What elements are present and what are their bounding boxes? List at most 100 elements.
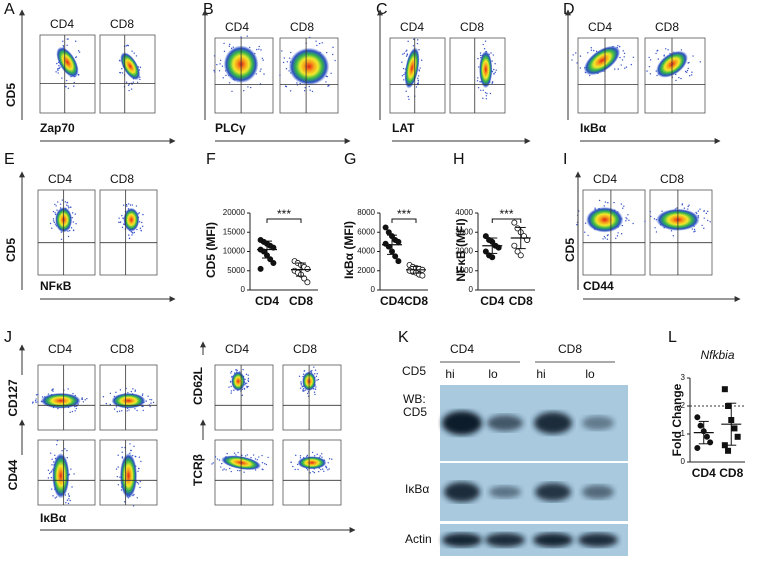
flow-event: [117, 484, 120, 486]
flow-event: [127, 44, 129, 47]
flow-event: [75, 56, 78, 58]
y-tick-label: 5000: [227, 266, 245, 275]
flow-event: [74, 40, 77, 42]
flow-event: [415, 86, 418, 88]
flow-event: [57, 201, 59, 203]
flow-event: [246, 35, 249, 37]
flow-density: [479, 50, 493, 89]
flow-event: [412, 45, 415, 47]
flow-event: [676, 207, 678, 209]
flow-event: [697, 210, 700, 212]
blot-band: [582, 416, 614, 430]
flow-event: [247, 380, 250, 383]
flow-event: [35, 401, 37, 403]
flow-event: [61, 450, 63, 452]
flow-event: [680, 49, 683, 51]
flow-event: [478, 66, 480, 68]
flow-event: [247, 385, 249, 388]
flow-event: [136, 497, 138, 499]
flow-event: [316, 379, 318, 381]
column-label: CD8: [110, 342, 134, 356]
flow-event: [317, 378, 320, 381]
flow-event: [587, 234, 589, 237]
flow-event: [230, 372, 232, 374]
flow-event: [691, 71, 693, 73]
flow-event: [493, 73, 495, 75]
blot-band: [485, 533, 525, 547]
flow-event: [321, 453, 323, 455]
panel-letter: J: [4, 329, 12, 346]
flow-event: [50, 470, 53, 472]
flow-event: [221, 462, 223, 465]
flow-event: [54, 454, 56, 457]
flow-event: [296, 82, 298, 84]
data-point: [734, 433, 741, 440]
flow-event: [213, 71, 216, 73]
flow-event: [616, 235, 619, 237]
flow-event: [285, 68, 288, 70]
flow-event: [494, 62, 496, 65]
flow-event: [325, 465, 327, 468]
data-point: [725, 402, 732, 409]
flow-event: [649, 59, 652, 61]
flow-event: [125, 45, 127, 47]
column-label: CD8: [660, 172, 684, 186]
data-point: [511, 242, 518, 249]
flow-event: [75, 223, 77, 225]
flow-event: [67, 235, 70, 238]
flow-event: [323, 470, 325, 473]
blot-label-line: CD5: [403, 405, 427, 419]
flow-event: [136, 228, 138, 231]
flow-event: [687, 67, 689, 70]
flow-event: [139, 78, 141, 81]
flow-event: [67, 502, 70, 505]
flow-event: [665, 48, 667, 50]
data-point: [419, 272, 426, 279]
flow-event: [141, 394, 144, 397]
flow-event: [47, 469, 50, 472]
flow-event: [74, 213, 76, 215]
flow-density: [586, 207, 624, 233]
flow-event: [289, 90, 292, 92]
flow-event: [218, 459, 221, 461]
y-axis-label: CD5: [4, 83, 18, 107]
flow-event: [617, 68, 619, 70]
flow-event: [135, 55, 138, 57]
data-point: [395, 258, 402, 265]
flow-event: [321, 456, 323, 458]
flow-event: [138, 221, 141, 223]
flow-event: [132, 232, 134, 234]
flow-plot-frame: [99, 189, 158, 276]
y-tick-label: 15000: [223, 227, 246, 236]
flow-event: [313, 455, 316, 457]
flow-event: [35, 398, 37, 400]
flow-event: [401, 75, 404, 77]
flow-event: [693, 228, 696, 231]
flow-event: [654, 227, 656, 229]
flow-event: [67, 207, 70, 209]
flow-event: [417, 75, 420, 77]
flow-event: [314, 393, 316, 396]
flow-event: [632, 56, 635, 59]
flow-event: [622, 50, 624, 52]
blot-label-line: WB:: [403, 392, 426, 406]
flow-event: [140, 230, 142, 232]
row-label: CD5: [402, 364, 426, 378]
flow-event: [139, 480, 142, 483]
flow-event: [67, 388, 69, 390]
flow-event: [699, 61, 701, 63]
flow-event: [58, 64, 60, 67]
flow-event: [225, 469, 227, 471]
flow-event: [221, 65, 224, 67]
flow-event: [131, 50, 133, 52]
flow-event: [52, 218, 55, 220]
flow-event: [709, 221, 711, 223]
flow-event: [135, 205, 138, 207]
flow-density: [297, 456, 327, 470]
flow-event: [584, 222, 587, 224]
flow-event: [119, 221, 122, 223]
data-point: [694, 444, 701, 451]
flow-event: [306, 454, 309, 457]
data-point: [392, 253, 399, 260]
flow-event: [316, 453, 318, 456]
